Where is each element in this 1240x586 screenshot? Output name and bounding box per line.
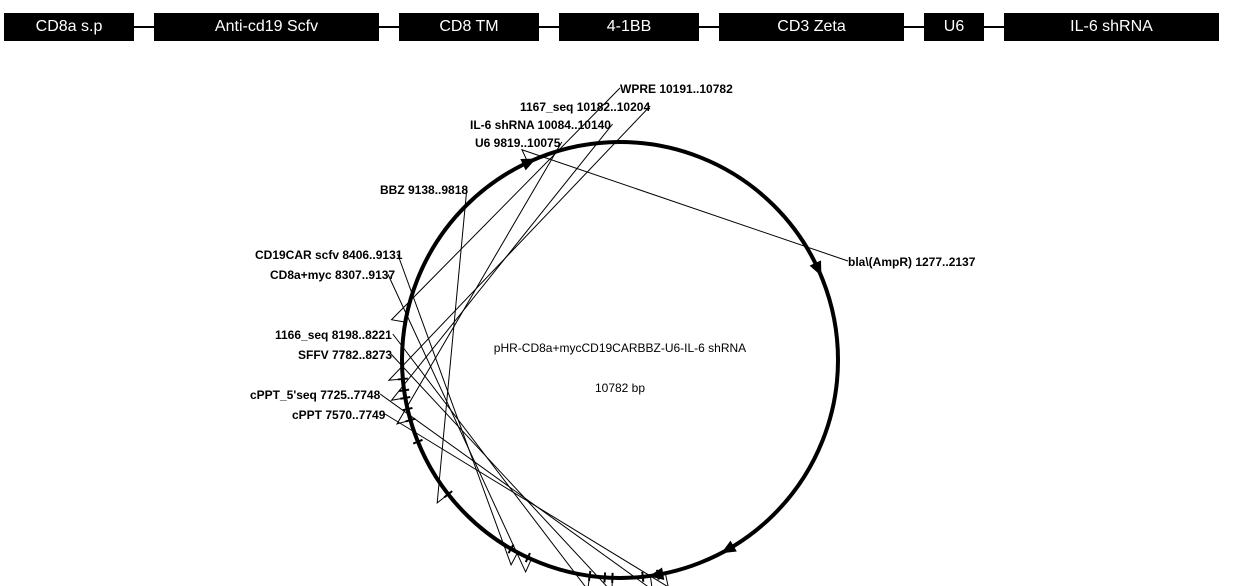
- construct-segment: U6: [924, 13, 984, 41]
- feature-label: cPPT 7570..7749: [292, 408, 385, 422]
- construct-connector: [134, 26, 154, 28]
- construct-connector: [379, 26, 399, 28]
- construct-segment: IL-6 shRNA: [1004, 13, 1219, 41]
- feature-label: U6 9819..10075: [475, 136, 560, 150]
- ring-tick: [403, 408, 413, 410]
- feature-label: IL-6 shRNA 10084..10140: [470, 118, 611, 132]
- ring-tick: [399, 390, 409, 391]
- feature-leader: [398, 254, 518, 565]
- construct-segment: CD8a s.p: [4, 13, 134, 41]
- feature-label: SFFV 7782..8273: [298, 348, 392, 362]
- construct-connector: [904, 26, 924, 28]
- construct-segment: Anti-cd19 Scfv: [154, 13, 379, 41]
- ring-tick: [642, 572, 643, 582]
- feature-leader: [393, 334, 590, 586]
- feature-label: CD19CAR scfv 8406..9131: [255, 248, 402, 262]
- feature-leader: [380, 394, 652, 586]
- plasmid-size: 10782 bp: [595, 381, 645, 395]
- feature-label: cPPT_5'seq 7725..7748: [250, 388, 380, 402]
- construct-connector: [699, 26, 719, 28]
- feature-label: BBZ 9138..9818: [380, 183, 468, 197]
- construct-segment: 4-1BB: [559, 13, 699, 41]
- feature-label: bla\(AmpR) 1277..2137: [848, 255, 975, 269]
- feature-label: 1167_seq 10182..10204: [520, 100, 650, 114]
- ring-tick: [604, 572, 605, 582]
- construct-connector: [984, 26, 1004, 28]
- construct-segment: CD8 TM: [399, 13, 539, 41]
- plasmid-svg: [0, 70, 1240, 586]
- linear-construct: CD8a s.p Anti-cd19 Scfv CD8 TM 4-1BB CD3 Zet…: [4, 12, 1236, 42]
- feature-label: 1166_seq 8198..8221: [275, 328, 392, 342]
- feature-label: WPRE 10191..10782: [620, 82, 733, 96]
- plasmid-name: pHR-CD8a+mycCD19CARBBZ-U6-IL-6 shRNA: [494, 341, 746, 355]
- plasmid-map: pHR-CD8a+mycCD19CARBBZ-U6-IL-6 shRNA 107…: [0, 70, 1240, 586]
- plasmid-circle: [402, 142, 838, 578]
- feature-label: CD8a+myc 8307..9137: [270, 268, 395, 282]
- construct-connector: [539, 26, 559, 28]
- feature-leader: [522, 150, 848, 261]
- feature-leader: [391, 354, 612, 586]
- construct-segment: CD3 Zeta: [719, 13, 904, 41]
